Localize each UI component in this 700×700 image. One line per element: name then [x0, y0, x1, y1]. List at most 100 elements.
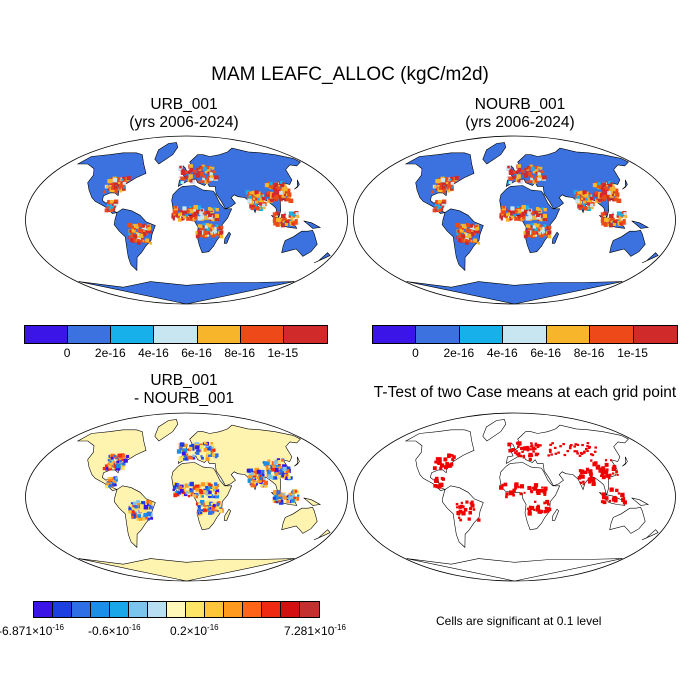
grid-cell: [113, 464, 118, 468]
grid-cell: [608, 189, 613, 194]
grid-cell: [255, 474, 259, 478]
landmass-antarctica: [78, 558, 295, 581]
grid-cell: [211, 451, 214, 454]
grid-cell: [202, 223, 206, 227]
grid-cell: [512, 175, 516, 179]
significant-cell: [534, 444, 538, 447]
grid-cell: [543, 486, 548, 491]
grid-cell: [465, 233, 468, 236]
grid-cell: [441, 203, 446, 208]
grid-cell: [580, 197, 584, 201]
significant-cell: [574, 443, 578, 446]
colorbar-difference-labels: -6.871×10-16 -0.6×10-16 0.2×10-16 7.281×…: [0, 623, 700, 639]
grid-cell: [139, 508, 144, 513]
grid-cell: [116, 460, 120, 464]
significant-cell: [573, 445, 576, 448]
grid-cell: [204, 215, 209, 220]
grid-cell: [113, 199, 119, 204]
grid-cell: [596, 199, 599, 203]
panel-2-title: NOURB_001 (yrs 2006-2024): [360, 96, 680, 132]
grid-cell: [254, 467, 260, 473]
grid-cell: [142, 231, 146, 235]
grid-cell: [205, 446, 210, 451]
grid-cell: [111, 482, 115, 487]
grid-cell: [541, 230, 546, 235]
grid-cell: [180, 176, 184, 180]
grid-cell: [214, 494, 220, 499]
grid-cell: [181, 456, 186, 461]
grid-cell: [190, 215, 195, 220]
grid-cell: [528, 166, 531, 170]
grid-cell: [529, 164, 533, 169]
significant-cell: [532, 450, 535, 453]
grid-cell: [206, 450, 211, 455]
grid-cell: [268, 465, 271, 468]
grid-cell: [445, 461, 450, 466]
grid-cell: [116, 177, 120, 181]
grid-cell: [201, 495, 204, 498]
grid-cell: [120, 462, 125, 467]
grid-cell: [188, 446, 193, 451]
grid-cell: [126, 175, 131, 181]
colorbar-tick-label: 4e-16: [138, 346, 169, 360]
grid-cell: [597, 466, 601, 469]
grid-cell: [200, 511, 203, 515]
significant-cell: [580, 452, 584, 456]
grid-cell: [587, 480, 591, 484]
grid-cell: [265, 461, 269, 466]
grid-cell: [472, 229, 475, 233]
grid-cell: [576, 195, 581, 200]
grid-cell: [279, 191, 283, 195]
grid-cell: [173, 210, 178, 215]
panel-3-title-line1: URB_001: [150, 372, 218, 389]
grid-cell: [203, 490, 207, 494]
grid-cell: [207, 232, 211, 235]
grid-cell: [192, 456, 196, 460]
grid-cell: [279, 500, 284, 505]
grid-cell: [212, 453, 216, 457]
significant-cell: [530, 442, 533, 445]
grid-cell: [523, 173, 529, 178]
grid-cell: [595, 465, 600, 470]
grid-cell: [515, 441, 519, 445]
grid-cell: [274, 494, 279, 500]
grid-cell: [191, 443, 195, 448]
grid-cell: [590, 203, 594, 208]
grid-cell: [262, 203, 266, 208]
grid-cell: [285, 474, 289, 477]
grid-cell: [149, 513, 153, 517]
grid-cell: [440, 203, 443, 207]
grid-cell: [175, 491, 179, 495]
grid-cell: [530, 225, 533, 228]
grid-cell: [202, 177, 205, 181]
grid-cell: [136, 223, 139, 226]
grid-cell: [136, 228, 141, 233]
significant-cell: [569, 444, 573, 447]
grid-cell: [587, 197, 592, 203]
grid-cell: [197, 449, 200, 452]
grid-cell: [459, 228, 464, 233]
grid-cell: [197, 229, 200, 232]
grid-cell: [278, 495, 282, 500]
grid-cell: [279, 181, 284, 185]
grid-cell: [574, 195, 578, 199]
grid-cell: [120, 180, 124, 184]
map-border: [353, 135, 676, 305]
grid-cell: [600, 470, 605, 475]
grid-cell: [539, 509, 544, 513]
grid-cell: [109, 460, 114, 465]
grid-cell: [434, 460, 438, 464]
grid-cell: [287, 475, 291, 479]
grid-cell: [215, 506, 220, 511]
grid-cell: [437, 178, 442, 183]
grid-cell: [189, 218, 193, 221]
grid-cell: [113, 454, 117, 458]
grid-cell: [603, 211, 607, 216]
grid-cell: [602, 500, 607, 505]
significant-cell: [578, 454, 582, 457]
grid-cell: [507, 442, 512, 447]
colorbar-swatch: [283, 326, 327, 343]
grid-cell: [211, 227, 215, 231]
grid-cell: [528, 509, 532, 513]
grid-cell: [292, 211, 295, 214]
